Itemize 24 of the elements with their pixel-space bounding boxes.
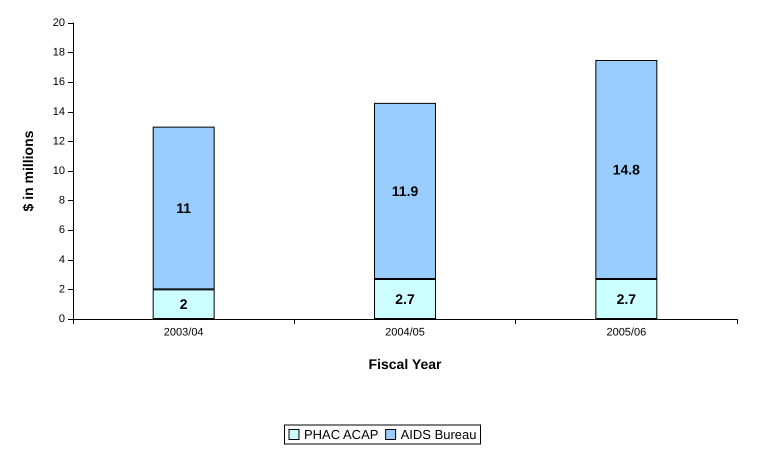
data-label: 2.7 <box>395 291 415 308</box>
x-axis-title: Fiscal Year <box>368 356 442 372</box>
y-tick-label: 8 <box>58 194 65 207</box>
y-tick-label: 14 <box>52 106 65 118</box>
data-label: 11.9 <box>392 182 418 199</box>
y-tick-label: 0 <box>58 313 65 325</box>
x-tick-label: 2003/04 <box>164 326 204 338</box>
y-axis-title: $ in millions <box>20 130 36 212</box>
data-label: 2 <box>180 296 188 312</box>
legend-label: PHAC ACAP <box>304 427 378 442</box>
x-tick-label: 2005/06 <box>606 326 646 338</box>
legend-label: AIDS Bureau <box>400 427 477 442</box>
y-tick-label: 10 <box>52 165 65 177</box>
data-label: 2.7 <box>616 291 636 308</box>
x-tick-label: 2004/05 <box>385 326 425 338</box>
y-tick-label: 16 <box>52 76 65 88</box>
data-label: 14.8 <box>612 162 640 178</box>
y-tick-label: 20 <box>52 17 65 29</box>
y-tick-label: 12 <box>52 135 65 148</box>
y-tick-label: 18 <box>52 46 65 59</box>
y-tick-label: 6 <box>58 224 65 236</box>
y-tick-label: 2 <box>58 283 65 296</box>
y-tick-label: 4 <box>58 254 65 266</box>
data-label: 11 <box>176 200 192 216</box>
